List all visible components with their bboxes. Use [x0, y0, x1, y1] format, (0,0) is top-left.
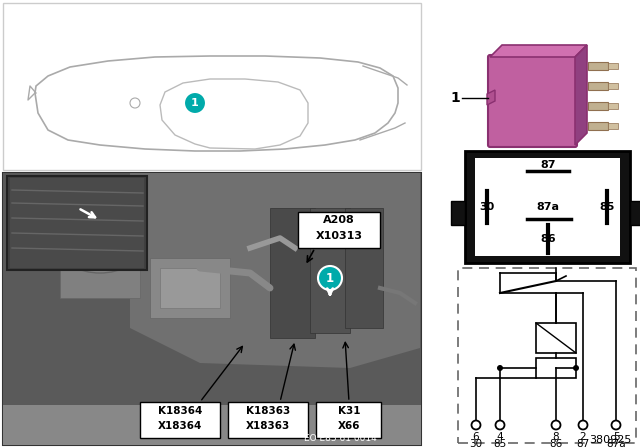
Bar [345, 208, 383, 328]
Polygon shape [575, 45, 587, 145]
Bar [140, 402, 220, 438]
Text: 8: 8 [553, 432, 559, 442]
Bar [160, 268, 220, 308]
Text: X18363: X18363 [246, 421, 290, 431]
Bar [608, 83, 618, 89]
Text: 30: 30 [479, 202, 495, 212]
Text: 30: 30 [469, 439, 483, 448]
Bar [536, 358, 576, 378]
Polygon shape [490, 45, 587, 57]
Bar [298, 212, 380, 248]
Circle shape [552, 421, 561, 430]
Text: A208: A208 [323, 215, 355, 225]
Bar [3, 173, 421, 445]
Circle shape [472, 421, 481, 430]
Text: 2: 2 [580, 432, 586, 442]
Text: 1: 1 [326, 271, 334, 284]
Text: 87: 87 [577, 439, 589, 448]
Bar [7, 176, 147, 270]
Bar [608, 63, 618, 69]
Text: 380925: 380925 [589, 435, 632, 445]
Text: X10313: X10313 [316, 231, 362, 241]
Bar [310, 208, 350, 333]
Bar [458, 268, 636, 443]
Bar [228, 402, 308, 438]
Bar [3, 3, 421, 170]
Bar [451, 201, 465, 225]
Bar [536, 323, 576, 353]
Text: 6: 6 [473, 432, 479, 442]
Circle shape [611, 421, 621, 430]
Bar [3, 405, 421, 445]
Text: 5: 5 [612, 432, 620, 442]
Circle shape [573, 365, 579, 371]
Text: 85: 85 [493, 439, 507, 448]
Polygon shape [130, 173, 420, 368]
Bar [475, 158, 620, 256]
Text: K18363: K18363 [246, 406, 290, 416]
Bar [3, 173, 421, 445]
Bar [270, 208, 315, 338]
Text: EO E85 61 0014: EO E85 61 0014 [303, 434, 376, 443]
Text: 1: 1 [191, 98, 199, 108]
Text: 86: 86 [549, 439, 563, 448]
Text: 86: 86 [540, 234, 556, 244]
Bar [608, 103, 618, 109]
Bar [150, 258, 230, 318]
FancyBboxPatch shape [488, 55, 577, 147]
Circle shape [318, 266, 342, 290]
Text: K31: K31 [338, 406, 360, 416]
Text: 85: 85 [599, 202, 614, 212]
Bar [10, 178, 144, 268]
Bar [630, 201, 640, 225]
Text: 87a: 87a [536, 202, 559, 212]
Text: 87: 87 [540, 160, 556, 170]
Circle shape [495, 421, 504, 430]
Text: X66: X66 [338, 421, 360, 431]
Bar [60, 238, 140, 298]
Polygon shape [35, 56, 398, 151]
Bar [608, 123, 618, 129]
Circle shape [497, 365, 503, 371]
Bar [465, 151, 630, 263]
Text: 4: 4 [497, 432, 503, 442]
Circle shape [184, 92, 206, 114]
Bar [588, 82, 608, 90]
Text: 1: 1 [451, 91, 460, 105]
Circle shape [579, 421, 588, 430]
Polygon shape [160, 79, 308, 149]
Text: K18364: K18364 [158, 406, 202, 416]
Text: X18364: X18364 [158, 421, 202, 431]
Circle shape [130, 98, 140, 108]
Bar [588, 122, 608, 130]
Bar [588, 62, 608, 70]
Text: 87a: 87a [606, 439, 626, 448]
Ellipse shape [60, 223, 140, 273]
Bar [316, 402, 381, 438]
Bar [588, 102, 608, 110]
Polygon shape [487, 90, 495, 105]
Bar [458, 268, 636, 443]
